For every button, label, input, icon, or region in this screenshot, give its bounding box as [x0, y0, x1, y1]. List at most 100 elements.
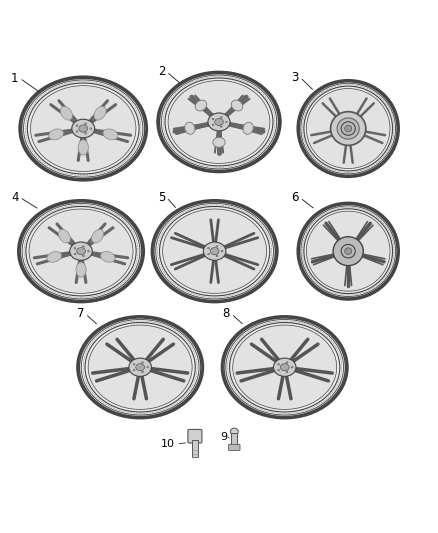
Ellipse shape	[27, 83, 139, 174]
Ellipse shape	[141, 371, 143, 373]
Text: 10: 10	[161, 439, 175, 449]
Ellipse shape	[20, 77, 147, 180]
Ellipse shape	[208, 253, 209, 255]
Ellipse shape	[92, 229, 104, 243]
Ellipse shape	[156, 204, 273, 299]
Ellipse shape	[203, 242, 226, 260]
Ellipse shape	[195, 100, 207, 111]
Ellipse shape	[208, 113, 230, 131]
FancyBboxPatch shape	[192, 440, 198, 457]
Ellipse shape	[147, 367, 148, 368]
Ellipse shape	[299, 205, 397, 298]
Ellipse shape	[298, 80, 399, 177]
Ellipse shape	[77, 248, 85, 255]
Ellipse shape	[230, 428, 238, 435]
Ellipse shape	[85, 123, 86, 124]
Ellipse shape	[304, 209, 392, 294]
Ellipse shape	[304, 86, 392, 171]
Ellipse shape	[22, 204, 140, 299]
Ellipse shape	[230, 322, 340, 412]
Ellipse shape	[20, 202, 142, 301]
Ellipse shape	[133, 369, 135, 371]
Ellipse shape	[85, 322, 195, 412]
Text: 7: 7	[77, 308, 84, 320]
Ellipse shape	[210, 248, 219, 255]
Ellipse shape	[90, 128, 92, 130]
Ellipse shape	[208, 247, 209, 249]
Ellipse shape	[94, 107, 106, 120]
Ellipse shape	[141, 362, 143, 364]
Ellipse shape	[243, 122, 253, 134]
Ellipse shape	[291, 367, 293, 368]
Ellipse shape	[159, 206, 270, 296]
Ellipse shape	[224, 318, 346, 416]
Ellipse shape	[79, 125, 88, 132]
Ellipse shape	[154, 202, 276, 301]
Text: 9: 9	[220, 432, 227, 442]
Ellipse shape	[78, 317, 203, 418]
Ellipse shape	[212, 124, 214, 126]
Ellipse shape	[31, 86, 136, 172]
Ellipse shape	[307, 88, 390, 168]
Ellipse shape	[333, 237, 364, 265]
Ellipse shape	[85, 133, 86, 134]
Ellipse shape	[158, 72, 280, 172]
Ellipse shape	[76, 131, 78, 132]
Ellipse shape	[220, 126, 222, 127]
Ellipse shape	[100, 252, 115, 262]
Ellipse shape	[185, 122, 195, 134]
Ellipse shape	[21, 78, 145, 179]
Ellipse shape	[72, 119, 95, 138]
Ellipse shape	[212, 118, 214, 120]
Text: 8: 8	[223, 308, 230, 320]
Ellipse shape	[168, 80, 270, 164]
Ellipse shape	[280, 364, 289, 371]
Ellipse shape	[337, 118, 359, 139]
Ellipse shape	[29, 209, 133, 293]
FancyBboxPatch shape	[231, 433, 237, 446]
Text: 3: 3	[291, 71, 299, 84]
Ellipse shape	[82, 255, 84, 256]
Ellipse shape	[278, 369, 279, 371]
Ellipse shape	[70, 242, 92, 260]
FancyBboxPatch shape	[229, 445, 240, 450]
Ellipse shape	[79, 318, 201, 416]
Ellipse shape	[18, 200, 144, 302]
Ellipse shape	[159, 74, 279, 171]
Ellipse shape	[301, 83, 396, 174]
Ellipse shape	[162, 209, 267, 293]
Ellipse shape	[345, 248, 352, 255]
Ellipse shape	[286, 371, 288, 373]
Ellipse shape	[221, 251, 223, 252]
Ellipse shape	[222, 317, 347, 418]
Ellipse shape	[26, 206, 136, 296]
Ellipse shape	[226, 319, 343, 415]
Ellipse shape	[226, 122, 227, 123]
Text: 2: 2	[158, 65, 165, 78]
Ellipse shape	[76, 262, 86, 277]
Ellipse shape	[298, 203, 399, 300]
Ellipse shape	[24, 80, 143, 177]
Ellipse shape	[233, 325, 337, 409]
FancyBboxPatch shape	[188, 430, 202, 443]
Ellipse shape	[299, 82, 397, 175]
Ellipse shape	[74, 247, 76, 249]
Ellipse shape	[231, 100, 243, 111]
Ellipse shape	[58, 229, 71, 243]
Text: 1: 1	[11, 71, 18, 85]
Ellipse shape	[216, 246, 218, 247]
Ellipse shape	[278, 364, 279, 365]
Ellipse shape	[47, 252, 62, 262]
Ellipse shape	[216, 255, 218, 256]
Ellipse shape	[88, 325, 192, 409]
Ellipse shape	[133, 364, 135, 365]
Ellipse shape	[82, 246, 84, 247]
Ellipse shape	[341, 122, 355, 135]
Ellipse shape	[161, 75, 277, 169]
Ellipse shape	[49, 129, 64, 140]
Ellipse shape	[78, 140, 88, 155]
Ellipse shape	[165, 78, 273, 166]
Ellipse shape	[129, 358, 152, 376]
Ellipse shape	[301, 206, 396, 296]
Ellipse shape	[220, 117, 222, 118]
